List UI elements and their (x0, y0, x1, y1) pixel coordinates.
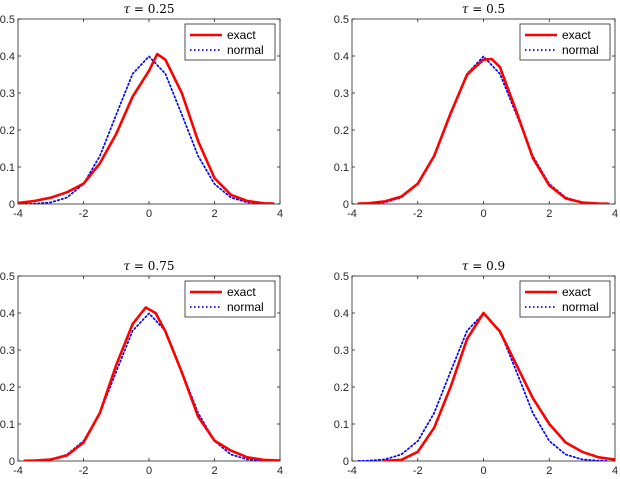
x-tick-label: 4 (612, 465, 618, 477)
y-tick-label: 0.3 (334, 88, 349, 100)
x-tick-label: 2 (211, 208, 217, 220)
y-tick-label: 0.5 (0, 271, 15, 283)
x-tick-label: -2 (79, 208, 89, 220)
y-tick-label: 0.5 (334, 14, 349, 26)
x-tick-label: -2 (413, 208, 423, 220)
y-tick-label: 0.1 (334, 162, 349, 174)
x-tick-label: 4 (612, 208, 618, 220)
legend-label-exact: exact (227, 28, 256, 42)
subplot-title: τ = 0.9 (462, 259, 505, 273)
legend-label-normal: normal (562, 300, 599, 314)
title-value: = 0.75 (130, 259, 174, 273)
title-value: = 0.25 (130, 2, 174, 16)
y-tick-label: 0.4 (0, 51, 15, 63)
legend-label-normal: normal (562, 43, 599, 57)
series-exact-line (23, 306, 280, 461)
x-tick-label: -2 (413, 465, 423, 477)
subplot-3: -4 -2 0 2 4 0 0.1 0.2 0.3 0.4 0.5 τ = 0.75 exactnorm… (0, 259, 283, 477)
y-tick-label: 0 (9, 199, 15, 211)
y-tick-label: 0 (343, 199, 349, 211)
subplot-title: τ = 0.5 (462, 2, 505, 16)
series-exact-line (383, 311, 615, 461)
title-value: = 0.5 (468, 2, 505, 16)
x-tick-label: -4 (347, 465, 357, 477)
legend-label-exact: exact (562, 28, 591, 42)
title-symbol: τ (462, 2, 469, 16)
y-tick-label: 0 (9, 456, 15, 468)
y-tick-label: 0.2 (0, 382, 15, 394)
title-symbol: τ (123, 259, 130, 273)
y-tick-label: 0.5 (0, 14, 15, 26)
y-tick-label: 0.1 (0, 419, 15, 431)
subplot-1: -4 -2 0 2 4 0 0.1 0.2 0.3 0.4 0.5 τ = 0.25 exactnorm… (0, 2, 283, 220)
title-symbol: τ (462, 259, 469, 273)
legend-label-normal: normal (227, 300, 264, 314)
y-tick-label: 0.3 (334, 345, 349, 357)
y-tick-label: 0.3 (0, 345, 15, 357)
subplot-4: -4 -2 0 2 4 0 0.1 0.2 0.3 0.4 0.5 τ = 0.9 exactnorma… (334, 259, 618, 477)
x-tick-label: -4 (347, 208, 357, 220)
subplot-title: τ = 0.75 (123, 259, 174, 273)
subplot-title: τ = 0.25 (123, 2, 174, 16)
subplot-2: -4 -2 0 2 4 0 0.1 0.2 0.3 0.4 0.5 τ = 0.5 exactnorma… (334, 2, 618, 220)
y-tick-label: 0.2 (0, 125, 15, 137)
legend-box (184, 280, 276, 318)
x-tick-label: 2 (211, 465, 217, 477)
y-tick-label: 0.4 (334, 51, 349, 63)
x-tick-label: -2 (79, 465, 89, 477)
x-tick-label: 0 (480, 208, 486, 220)
legend-label-exact: exact (562, 285, 591, 299)
x-tick-label: 0 (146, 465, 152, 477)
title-value: = 0.9 (468, 259, 505, 273)
legend-label-normal: normal (227, 43, 264, 57)
y-tick-label: 0.2 (334, 125, 349, 137)
y-tick-label: 0.4 (334, 308, 349, 320)
x-tick-label: 2 (546, 465, 552, 477)
x-tick-label: -4 (13, 465, 23, 477)
y-tick-label: 0.1 (334, 419, 349, 431)
y-tick-label: 0 (343, 456, 349, 468)
y-tick-label: 0.1 (0, 162, 15, 174)
legend-label-exact: exact (227, 285, 256, 299)
x-tick-label: 4 (277, 208, 283, 220)
y-tick-label: 0.5 (334, 271, 349, 283)
series-exact-line (18, 52, 275, 204)
legend-box (519, 280, 611, 318)
y-tick-label: 0.3 (0, 88, 15, 100)
title-symbol: τ (123, 2, 130, 16)
y-tick-label: 0.2 (334, 382, 349, 394)
x-tick-label: -4 (13, 208, 23, 220)
x-tick-label: 2 (546, 208, 552, 220)
legend-box (184, 23, 276, 61)
x-tick-label: 0 (146, 208, 152, 220)
x-tick-label: 4 (277, 465, 283, 477)
x-tick-label: 0 (480, 465, 486, 477)
series-normal-line (18, 55, 275, 204)
legend-box (519, 23, 611, 61)
series-exact-line (357, 57, 610, 204)
y-tick-label: 0.4 (0, 308, 15, 320)
